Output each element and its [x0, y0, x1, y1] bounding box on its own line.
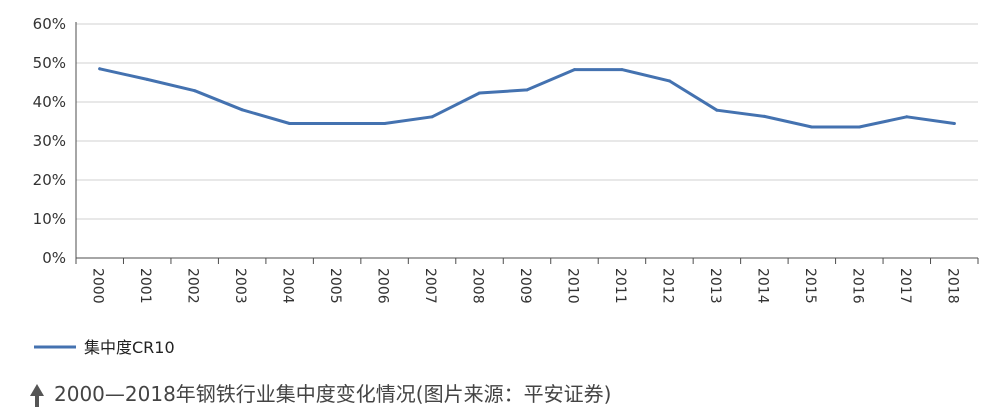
- up-arrow-icon: [30, 384, 44, 407]
- series-line: [98, 67, 956, 129]
- data-point: [952, 122, 956, 125]
- x-tick-label: 2011: [612, 268, 628, 304]
- x-tick-label: 2009: [517, 268, 533, 304]
- x-tick-label: 2012: [659, 268, 675, 304]
- x-tick-label: 2017: [897, 268, 913, 304]
- y-tick-label: 60%: [33, 15, 66, 33]
- x-tick-label: 2003: [232, 268, 248, 304]
- x-axis-tick-labels: 2000 2001 2002 2003 2004 2005 2006 2007 2008 2009…: [90, 268, 961, 304]
- x-tick-label: 2004: [280, 268, 296, 304]
- data-point: [145, 77, 149, 81]
- figure-caption: 2000—2018年钢铁行业集中度变化情况(图片来源：平安证券): [30, 382, 611, 407]
- x-tick-label: 2014: [754, 268, 770, 304]
- x-tick-label: 2018: [944, 268, 960, 304]
- legend-label: 集中度CR10: [84, 338, 175, 357]
- legend: 集中度CR10: [34, 338, 175, 357]
- data-point: [525, 88, 529, 92]
- axes: [75, 22, 979, 264]
- x-tick-label: 2000: [90, 268, 106, 304]
- x-tick-label: 2001: [137, 268, 153, 304]
- series-layer: [98, 67, 956, 129]
- x-tick-label: 2005: [327, 268, 343, 304]
- data-point: [667, 79, 671, 83]
- x-tick-label: 2013: [707, 268, 723, 304]
- caption-text: 2000—2018年钢铁行业集中度变化情况(图片来源：平安证券): [54, 382, 611, 406]
- x-tick-label: 2008: [470, 268, 486, 304]
- gridlines: [76, 23, 978, 220]
- y-tick-label: 0%: [42, 249, 66, 267]
- data-point: [430, 115, 434, 119]
- y-axis-tick-labels: 0% 10% 20% 30% 40% 50% 60%: [33, 15, 66, 267]
- y-tick-label: 50%: [33, 54, 66, 72]
- y-tick-label: 10%: [33, 210, 66, 228]
- y-tick-label: 30%: [33, 132, 66, 150]
- x-tick-label: 2007: [422, 268, 438, 304]
- data-point: [193, 89, 197, 93]
- data-point: [478, 91, 481, 95]
- data-point: [857, 125, 861, 129]
- data-point: [762, 114, 766, 118]
- data-point: [573, 68, 576, 72]
- data-point: [335, 122, 339, 125]
- data-point: [98, 67, 102, 71]
- x-tick-label: 2016: [849, 268, 865, 304]
- y-tick-label: 40%: [33, 93, 66, 111]
- y-tick-label: 20%: [33, 171, 66, 189]
- data-point: [905, 115, 909, 119]
- data-point: [383, 122, 387, 125]
- x-tick-label: 2006: [375, 268, 391, 304]
- data-point: [288, 122, 292, 125]
- x-tick-label: 2002: [185, 268, 201, 304]
- data-point: [240, 108, 244, 112]
- data-point: [715, 108, 719, 112]
- data-point: [620, 68, 624, 72]
- x-tick-label: 2015: [802, 268, 818, 304]
- x-tick-label: 2010: [564, 268, 580, 304]
- data-point: [810, 125, 814, 129]
